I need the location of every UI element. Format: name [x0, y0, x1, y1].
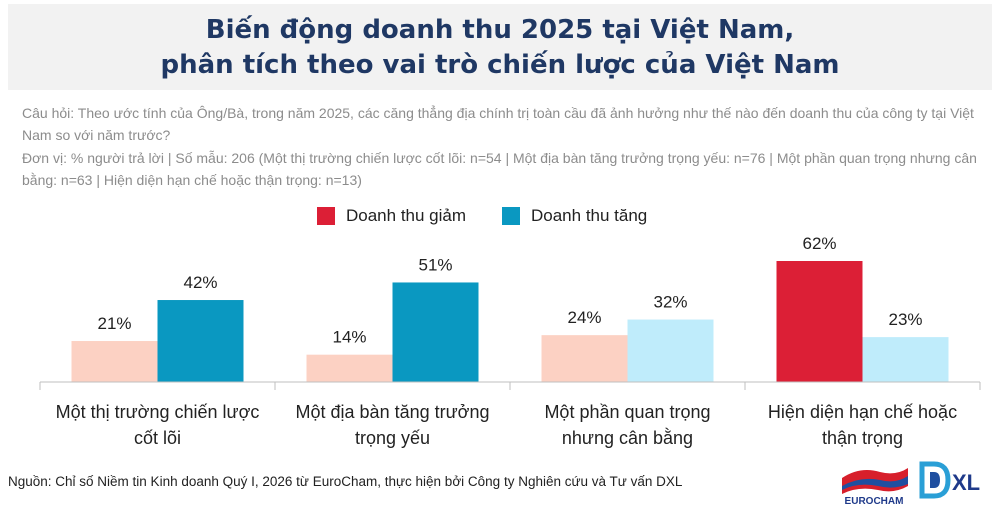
data-label: 21%	[97, 314, 131, 333]
chart-title-line1: Biến động doanh thu 2025 tại Việt Nam,	[205, 15, 795, 45]
bar	[776, 261, 863, 382]
legend-swatch-increase	[502, 207, 520, 225]
chart-title-line2: phân tích theo vai trò chiến lược của Vi…	[160, 50, 840, 80]
legend-swatch-decrease	[317, 207, 335, 225]
title-panel	[8, 4, 992, 90]
data-label: 62%	[802, 234, 836, 253]
data-label: 14%	[332, 328, 366, 347]
dxl-logo: XL	[919, 461, 980, 499]
legend-label-increase: Doanh thu tăng	[531, 206, 648, 225]
category-label: trọng yếu	[355, 428, 430, 448]
sample-info: Đơn vị: % người trả lời | Số mẫu: 206 (M…	[22, 150, 977, 188]
bar	[157, 300, 244, 382]
bar	[627, 319, 714, 382]
legend-label-decrease: Doanh thu giảm	[346, 206, 467, 225]
data-label: 24%	[567, 308, 601, 327]
data-label: 51%	[418, 255, 452, 274]
bar-chart: 21% 42% Một thị trường chiến lược cốt lõi 14…	[39, 234, 981, 448]
bar	[862, 337, 949, 382]
data-label: 42%	[183, 273, 217, 292]
category-label: Một địa bàn tăng trưởng	[296, 402, 490, 422]
data-label: 32%	[653, 293, 687, 312]
survey-question: Câu hỏi: Theo ước tính của Ông/Bà, trong…	[22, 105, 974, 143]
svg-text:XL: XL	[952, 470, 980, 495]
category-label: nhưng cân bằng	[562, 427, 693, 448]
chart-legend: Doanh thu giảm Doanh thu tăng	[0, 205, 1000, 227]
svg-text:EUROCHAM: EUROCHAM	[845, 496, 904, 506]
data-label: 23%	[888, 310, 922, 329]
source-footer: Nguồn: Chỉ số Niềm tin Kinh doanh Quý I,…	[8, 474, 683, 489]
bar	[392, 282, 479, 382]
category-label: cốt lõi	[134, 428, 181, 448]
category-label: Một phần quan trọng	[544, 402, 710, 422]
category-label: thận trọng	[822, 428, 903, 448]
bar	[541, 335, 628, 382]
category-label: Hiện diện hạn chế hoặc	[768, 402, 957, 422]
bar	[306, 354, 393, 382]
category-label: Một thị trường chiến lược	[56, 402, 260, 422]
bar	[71, 341, 158, 382]
eurocham-logo: EUROCHAM	[842, 468, 908, 506]
